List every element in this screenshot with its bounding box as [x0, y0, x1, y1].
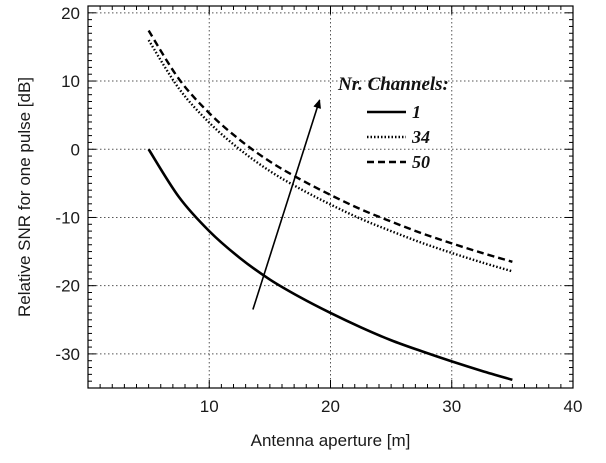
series-line-50: [147, 29, 513, 263]
tick-labels: 10 20 30 40 20 10 0 -10 -20 -30: [55, 4, 582, 416]
trend-arrow: [252, 99, 321, 310]
legend-label-50: 50: [412, 152, 430, 172]
grid: [88, 6, 574, 388]
series-lines: [147, 29, 513, 382]
y-tick-label: -10: [55, 208, 80, 227]
y-tick-label: -20: [55, 277, 80, 296]
legend-label-1: 1: [412, 102, 421, 122]
legend: Nr. Channels: 1 34 50: [337, 74, 449, 172]
x-tick-label: 10: [200, 397, 219, 416]
y-tick-label: 0: [71, 140, 80, 159]
y-tick-label: 20: [61, 4, 80, 23]
annotations: [252, 99, 321, 310]
minor-ticks: [87, 5, 574, 389]
y-tick-label: -30: [55, 345, 80, 364]
legend-label-34: 34: [411, 127, 430, 147]
series-line-1: [147, 148, 513, 382]
legend-title: Nr. Channels:: [337, 74, 449, 95]
plot-frame: [87, 5, 574, 389]
y-tick-label: 10: [61, 72, 80, 91]
x-axis-label: Antenna aperture [m]: [251, 431, 411, 450]
y-axis-label: Relative SNR for one pulse [dB]: [15, 77, 34, 317]
x-tick-label: 30: [442, 397, 461, 416]
series-line-34: [147, 39, 513, 273]
x-tick-label: 20: [321, 397, 340, 416]
x-tick-label: 40: [564, 397, 583, 416]
